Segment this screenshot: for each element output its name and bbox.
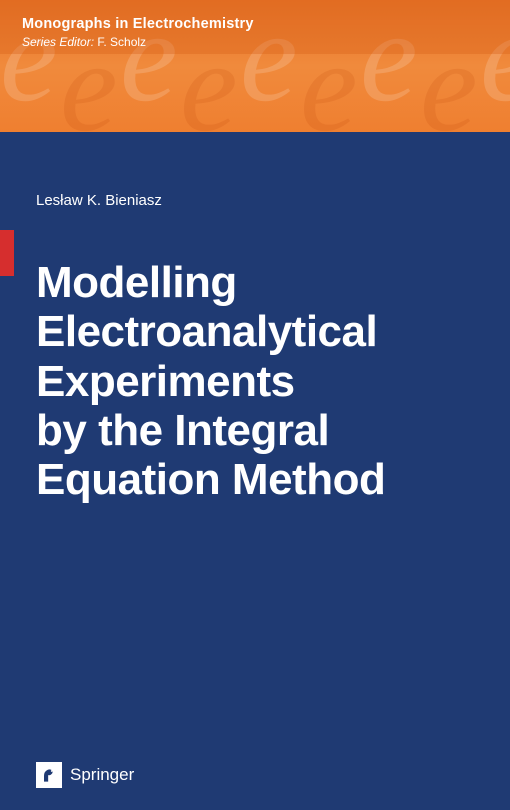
- publisher-name: Springer: [70, 765, 134, 785]
- series-band: e e Monographs in Electrochemistry Serie…: [0, 0, 510, 132]
- accent-tab: [0, 230, 14, 276]
- title-line: Electroanalytical: [36, 307, 377, 356]
- series-editor-label: Series Editor:: [22, 35, 94, 49]
- author-name: Lesław K. Bieniasz: [36, 192, 162, 209]
- title-line: Equation Method: [36, 455, 385, 504]
- title-line: Experiments: [36, 357, 295, 406]
- book-cover: e e Monographs in Electrochemistry Serie…: [0, 0, 510, 810]
- book-title: Modelling Electroanalytical Experiments …: [36, 258, 385, 504]
- series-info: Monographs in Electrochemistry Series Ed…: [22, 16, 254, 49]
- title-line: Modelling: [36, 258, 237, 307]
- series-editor: Series Editor: F. Scholz: [22, 35, 254, 49]
- springer-logo-icon: [36, 762, 62, 788]
- series-title: Monographs in Electrochemistry: [22, 16, 254, 32]
- title-line: by the Integral: [36, 406, 329, 455]
- publisher-block: Springer: [36, 762, 134, 788]
- series-editor-name: F. Scholz: [97, 35, 146, 49]
